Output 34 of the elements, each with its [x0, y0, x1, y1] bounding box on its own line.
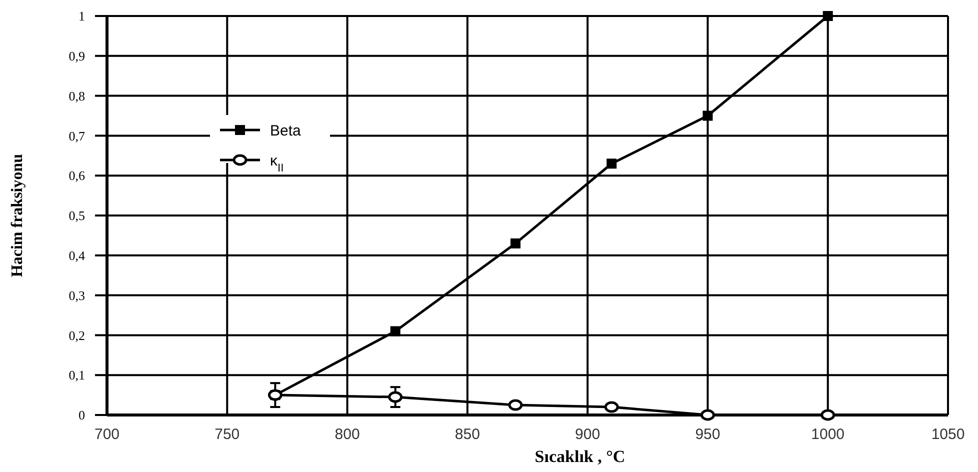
point	[390, 326, 400, 336]
x-tick-label: 1000	[811, 426, 845, 443]
point	[268, 389, 282, 401]
y-tick-label: 1	[78, 8, 85, 24]
point	[510, 238, 520, 248]
y-tick-label: 0,3	[68, 288, 85, 303]
x-tick-label: 700	[94, 426, 120, 443]
y-tick-label: 0,6	[68, 168, 86, 184]
point	[606, 158, 617, 169]
point	[820, 409, 836, 421]
y-tick-label: 0,5	[68, 208, 85, 224]
point	[604, 401, 619, 413]
y-tick-label: 0,2	[68, 328, 85, 343]
point	[508, 399, 523, 411]
point	[702, 110, 713, 121]
point	[700, 409, 715, 421]
y-tick-label: 0,4	[68, 248, 86, 263]
y-tick-label: 0,1	[68, 368, 85, 383]
y-tick-label: 0,7	[68, 128, 86, 144]
x-tick-label: 750	[214, 426, 240, 443]
x-tick-label: 1050	[931, 426, 965, 443]
x-tick-label: 800	[334, 426, 360, 443]
y-axis-title: Hacim fraksiyonu	[9, 154, 26, 278]
x-tick-label: 900	[575, 426, 600, 443]
point	[822, 11, 833, 21]
x-tick-label: 850	[454, 426, 480, 443]
y-tick-label: 0	[78, 408, 85, 423]
x-axis-title: Sıcaklık , °C	[534, 447, 626, 466]
y-tick-label: 0,9	[68, 48, 85, 64]
x-tick-label: 950	[695, 426, 720, 443]
legend-label: κ$_{II}$	[270, 152, 284, 174]
y-tick-label: 0,8	[68, 88, 85, 104]
point	[388, 391, 403, 403]
legend-label: Beta	[270, 122, 302, 140]
